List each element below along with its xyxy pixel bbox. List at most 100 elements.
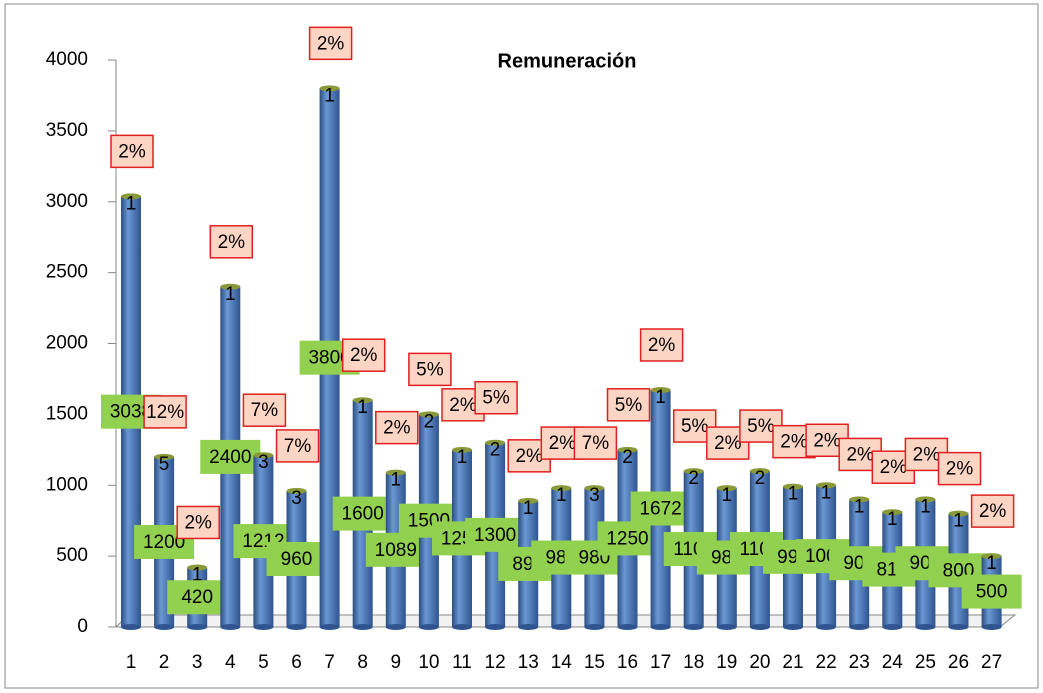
share-label: 5% (615, 395, 643, 416)
x-tick-label: 24 (882, 652, 904, 673)
x-tick-label: 18 (683, 652, 704, 673)
count-label: 2 (755, 468, 766, 489)
bar-base (683, 624, 704, 630)
bar-base (948, 624, 969, 630)
share-label-box (474, 380, 518, 415)
share-label: 2% (350, 345, 378, 366)
count-label: 1 (457, 447, 468, 468)
y-tick-label: 1500 (46, 403, 88, 424)
share-label-box (341, 338, 386, 372)
value-label: 500 (976, 582, 1008, 603)
bar-base (617, 624, 638, 630)
x-tick-label: 13 (518, 652, 539, 673)
count-label: 1 (324, 85, 335, 106)
x-tick-label: 17 (650, 652, 671, 673)
bar-base (485, 624, 506, 630)
bar-top (882, 509, 903, 516)
y-tick-label: 3500 (46, 120, 88, 141)
bar-top (220, 283, 241, 290)
bar-top (915, 496, 936, 503)
y-tick-label: 4000 (46, 49, 88, 70)
y-tick-label: 500 (56, 545, 88, 566)
count-label: 1 (655, 387, 666, 408)
share-label: 2% (813, 430, 841, 451)
bar-base (352, 624, 373, 630)
bar-base (121, 624, 141, 630)
x-tick-label: 25 (915, 652, 936, 673)
bar-top (749, 468, 770, 475)
share-label: 5% (482, 388, 510, 409)
bar-base (882, 624, 903, 630)
value-label: 2400 (209, 447, 251, 468)
count-label: 1 (391, 470, 402, 491)
value-label: 420 (181, 587, 213, 608)
share-label: 5% (747, 416, 775, 437)
value-label-box (365, 532, 426, 567)
count-label: 1 (523, 498, 534, 519)
x-tick-label: 6 (291, 652, 302, 673)
bar-top (849, 496, 870, 503)
bar-top (617, 446, 638, 453)
bar-base (418, 624, 439, 630)
x-tick-label: 3 (192, 652, 203, 673)
x-tick-label: 19 (716, 652, 737, 673)
count-label: 1 (357, 397, 368, 418)
share-label-box (408, 352, 452, 387)
y-tick-label: 2500 (46, 262, 88, 283)
count-label: 5 (159, 454, 170, 475)
x-tick-label: 7 (324, 652, 335, 673)
y-tick-label: 2000 (46, 333, 88, 354)
x-tick-label: 2 (159, 652, 170, 673)
share-label-box (110, 134, 154, 169)
bar-base (650, 624, 671, 630)
x-tick-label: 12 (485, 652, 506, 673)
value-label-box (200, 439, 261, 474)
value-label: 3038 (110, 402, 152, 423)
share-label: 2% (218, 232, 246, 253)
chart-title: Remuneración (498, 50, 637, 72)
count-label: 1 (953, 511, 964, 532)
value-label: 1672 (639, 499, 681, 520)
x-tick-label: 8 (357, 652, 368, 673)
x-tick-label: 4 (225, 652, 236, 673)
value-label-box (630, 491, 691, 526)
value-label-box (167, 580, 228, 615)
bar-top (650, 386, 671, 393)
bar-top (418, 411, 439, 418)
value-label-box (332, 496, 393, 531)
x-tick-label: 22 (816, 652, 837, 673)
x-tick-label: 27 (981, 652, 1002, 673)
count-label: 3 (258, 452, 269, 473)
bar-top (253, 452, 274, 459)
share-label: 2% (515, 446, 543, 467)
bar-base (253, 624, 274, 630)
value-label-box (465, 517, 526, 552)
x-tick-label: 11 (452, 652, 472, 673)
bar-top (551, 485, 572, 492)
share-label-box (275, 429, 320, 463)
bar-top (352, 397, 373, 404)
bar-base (220, 624, 241, 630)
share-label-box (209, 225, 254, 259)
x-tick-label: 15 (584, 652, 605, 673)
count-label: 1 (821, 482, 832, 503)
share-label: 2% (648, 335, 676, 356)
x-tick-label: 10 (418, 652, 439, 673)
count-label: 2 (424, 411, 435, 432)
count-label: 1 (788, 484, 799, 505)
value-label: 1250 (606, 528, 648, 549)
bar-base (981, 624, 1002, 630)
x-tick-label: 23 (849, 652, 870, 673)
bar-top (121, 193, 141, 200)
share-label: 2% (913, 444, 941, 465)
y-tick-label: 1000 (46, 474, 88, 495)
count-label: 3 (589, 485, 600, 506)
bar-base (286, 624, 307, 630)
bar-top (385, 469, 406, 476)
x-tick-label: 1 (126, 652, 137, 673)
y-tick-label: 3000 (46, 191, 88, 212)
bar-base (187, 624, 208, 630)
share-label-box (573, 426, 618, 460)
value-label: 1200 (143, 532, 185, 553)
